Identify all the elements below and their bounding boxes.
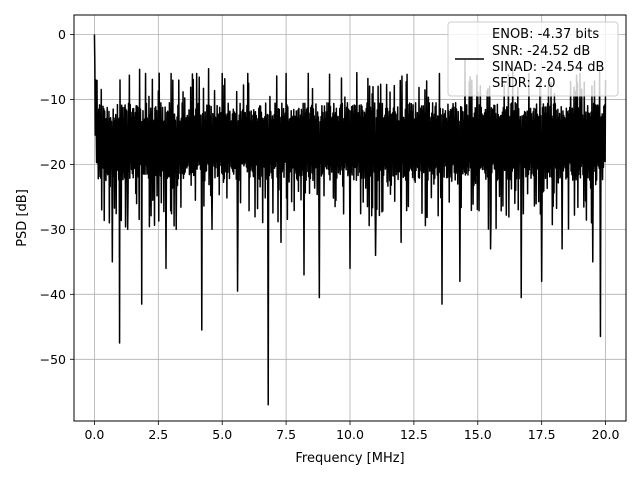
psd-series [93, 34, 607, 406]
x-axis-label: Frequency [MHz] [295, 451, 404, 466]
y-tick-label: −50 [40, 352, 66, 367]
x-tick-label: 15.0 [464, 427, 492, 442]
legend-entry-enob: ENOB: -4.37 bits [492, 27, 599, 42]
x-tick-label: 7.5 [276, 427, 296, 442]
psd-line [93, 34, 607, 406]
x-tick-label: 0.0 [84, 427, 104, 442]
legend-entry-sfdr: SFDR: 2.0 [492, 76, 556, 91]
x-tick-label: 20.0 [592, 427, 620, 442]
legend-entry-sinad: SINAD: -24.54 dB [492, 60, 604, 75]
axis-ticks: 0.0 2.5 5.0 7.5 10.0 12.5 15.0 17.5 20.0 0 −10 −20 −… [40, 27, 620, 442]
legend-box [447, 21, 619, 97]
y-tick-label: 0 [58, 27, 66, 42]
y-tick-label: −40 [40, 287, 66, 302]
x-tick-label: 12.5 [400, 427, 428, 442]
y-tick-label: −20 [40, 157, 66, 172]
x-tick-label: 5.0 [212, 427, 232, 442]
legend-entry-snr: SNR: -24.52 dB [492, 44, 590, 59]
x-tick-label: 10.0 [336, 427, 364, 442]
y-tick-label: −30 [40, 222, 66, 237]
x-tick-label: 2.5 [148, 427, 168, 442]
y-axis-label: PSD [dB] [15, 189, 30, 247]
legend: ENOB: -4.37 bits SNR: -24.52 dB SINAD: -… [447, 21, 619, 97]
y-tick-label: −10 [40, 92, 66, 107]
x-tick-label: 17.5 [528, 427, 556, 442]
